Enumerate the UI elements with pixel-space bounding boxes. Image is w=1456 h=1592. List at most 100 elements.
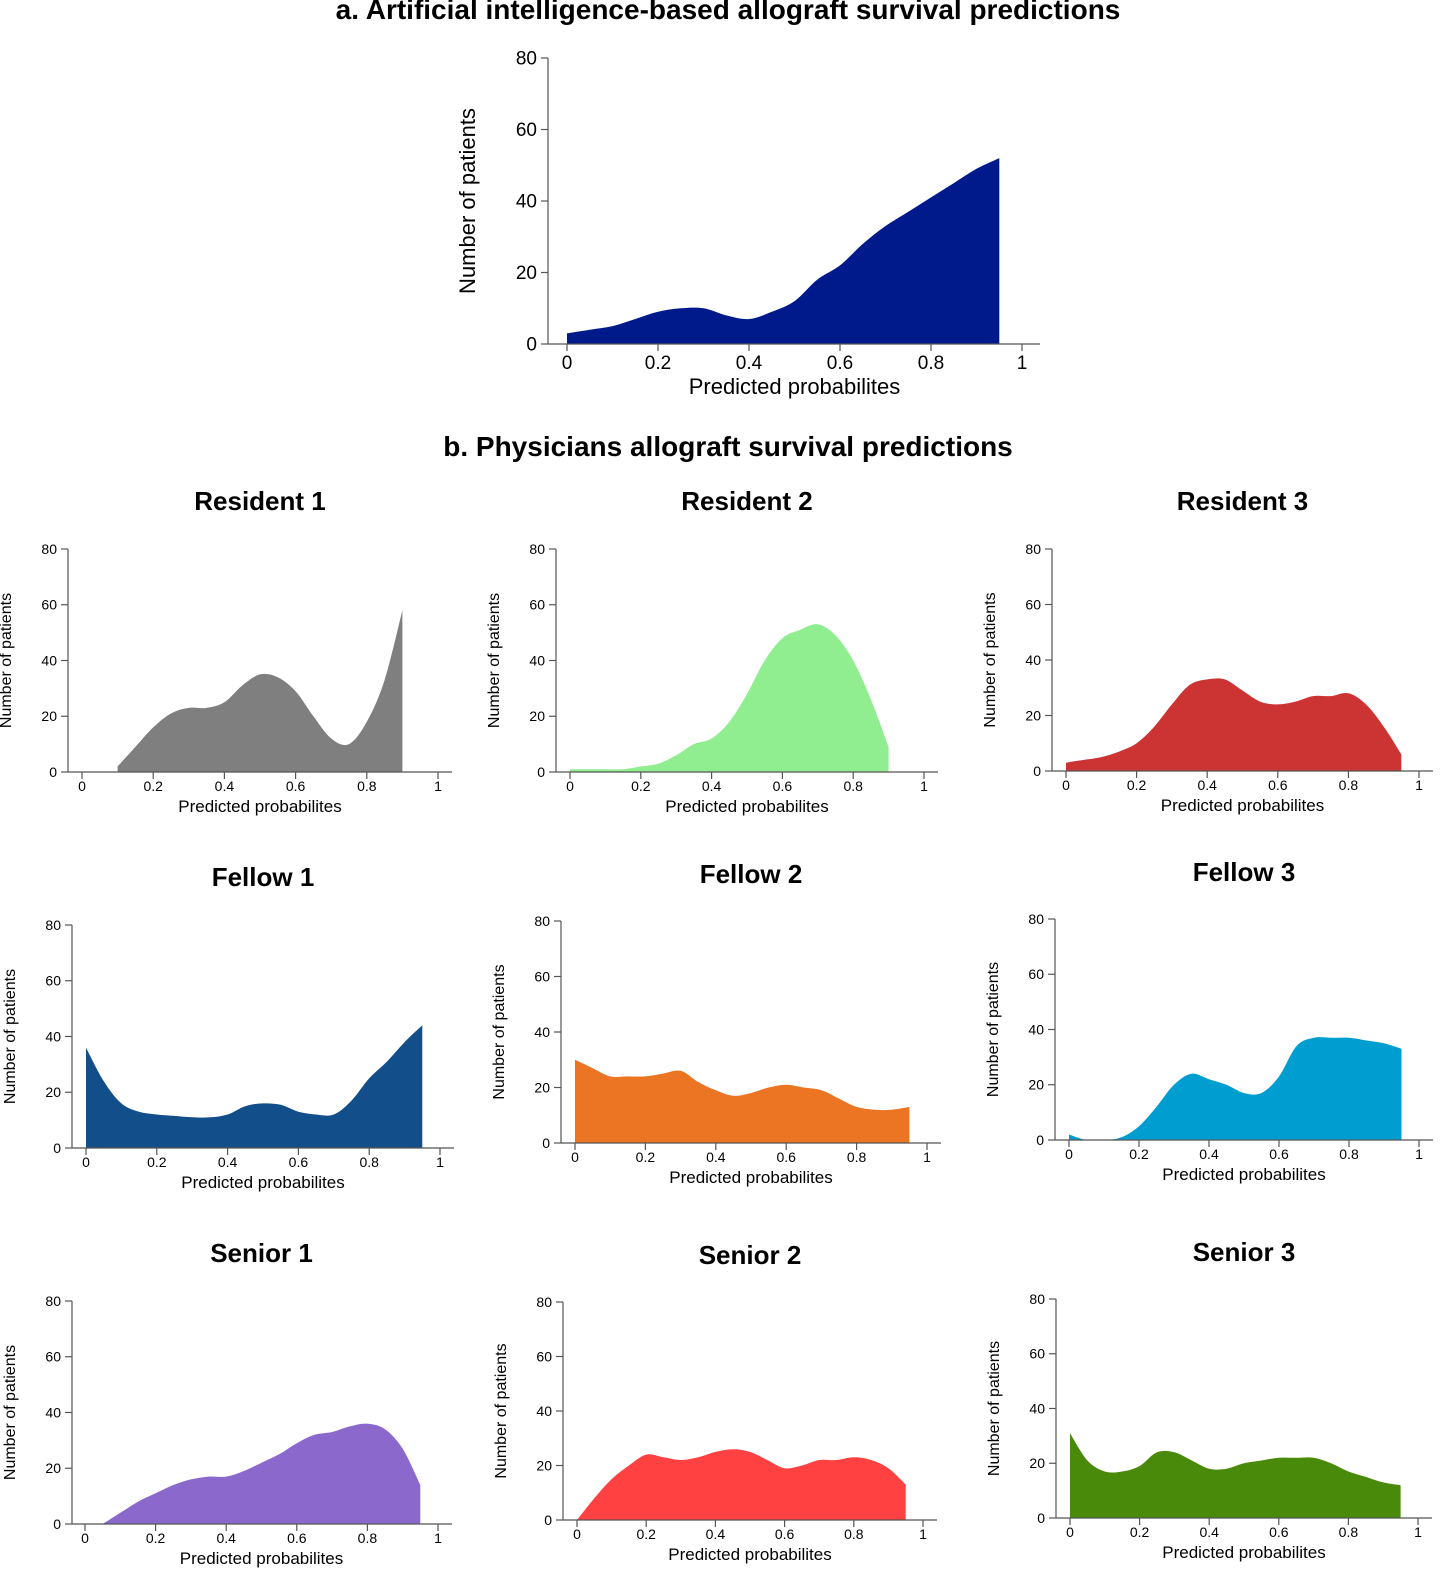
x-tick-label: 0.8	[1339, 777, 1359, 793]
x-tick-label: 0.4	[1199, 1524, 1219, 1540]
chart-ai: 0 20 40 60 80 0 0.2 0.4 0.6 0.8 1 Predicted probabi…	[455, 49, 1040, 399]
x-tick-label: 0.6	[287, 1530, 307, 1546]
x-axis-label: Predicted probabilites	[181, 1173, 344, 1192]
y-tick-label: 80	[1028, 911, 1044, 927]
x-tick-label: 0.2	[1130, 1524, 1150, 1540]
x-tick-label: 1	[919, 1526, 927, 1542]
x-tick-label: 0.6	[827, 353, 853, 374]
y-axis-label: Number of patients	[0, 593, 15, 728]
y-tick-label: 20	[529, 708, 545, 724]
x-tick-label: 0.2	[631, 778, 651, 794]
y-tick-label: 0	[53, 1140, 61, 1156]
panel-title: Fellow 1	[212, 862, 315, 892]
y-tick-label: 40	[536, 1403, 552, 1419]
x-tick-label: 0.6	[289, 1154, 309, 1170]
y-tick-label: 60	[41, 597, 57, 613]
y-tick-label: 60	[1029, 1346, 1045, 1362]
panel-title: Fellow 2	[700, 859, 803, 889]
y-tick-label: 40	[1025, 652, 1041, 668]
panel-title: Fellow 3	[1193, 857, 1296, 887]
x-tick-label: 0.4	[1199, 1146, 1219, 1162]
panel-title: Resident 3	[1177, 486, 1309, 516]
x-tick-label: 0	[78, 778, 86, 794]
y-axis-label: Number of patients	[2, 969, 19, 1104]
x-tick-label: 0.6	[1268, 777, 1288, 793]
panel-title: Resident 2	[681, 486, 813, 516]
y-tick-label: 80	[1025, 541, 1041, 557]
chart-resident-3: 0 20 40 60 80 0 0.2 0.4 0.6 0.8 1 Predicted probabi…	[982, 486, 1433, 815]
panel-title: Senior 2	[699, 1240, 802, 1270]
x-tick-label: 0.8	[918, 353, 944, 374]
chart-fellow-1: 0 20 40 60 80 0 0.2 0.4 0.6 0.8 1 Predicted probabi…	[2, 862, 454, 1192]
x-tick-label: 0	[82, 1154, 90, 1170]
y-tick-label: 60	[1028, 966, 1044, 982]
y-tick-label: 0	[526, 335, 537, 356]
x-tick-label: 0.4	[215, 778, 235, 794]
y-tick-label: 20	[45, 1460, 61, 1476]
x-tick-label: 0.4	[706, 1526, 726, 1542]
x-tick-label: 0.4	[706, 1149, 726, 1165]
y-axis-label: Number of patients	[455, 108, 480, 294]
x-axis-label: Predicted probabilites	[1162, 1543, 1325, 1562]
x-axis-label: Predicted probabilites	[665, 797, 828, 816]
section-b-title: b. Physicians allograft survival predict…	[443, 431, 1013, 462]
x-tick-label: 0.8	[843, 778, 863, 794]
x-tick-label: 0.6	[776, 1149, 796, 1165]
y-tick-label: 40	[1028, 1021, 1044, 1037]
y-tick-label: 40	[45, 1404, 61, 1420]
x-tick-label: 0.8	[357, 778, 377, 794]
y-tick-label: 20	[41, 708, 57, 724]
area-series	[1069, 1037, 1402, 1141]
y-tick-label: 60	[1025, 596, 1041, 612]
y-tick-label: 80	[1029, 1291, 1045, 1307]
y-tick-label: 60	[516, 120, 537, 141]
y-axis-label: Number of patients	[491, 964, 508, 1099]
y-tick-label: 80	[45, 917, 61, 933]
x-tick-label: 0.2	[636, 1526, 656, 1542]
panel-title: Senior 1	[210, 1238, 313, 1268]
x-axis-label: Predicted probabilites	[669, 1168, 832, 1187]
area-series	[117, 610, 403, 772]
y-tick-label: 40	[41, 652, 57, 668]
x-tick-label: 0.6	[1269, 1524, 1289, 1540]
x-tick-label: 1	[1415, 777, 1423, 793]
y-tick-label: 60	[536, 1348, 552, 1364]
y-tick-label: 60	[534, 968, 550, 984]
area-series	[1070, 1433, 1401, 1518]
x-tick-label: 1	[920, 778, 928, 794]
x-axis-label: Predicted probabilites	[1162, 1165, 1325, 1184]
y-tick-label: 60	[45, 1349, 61, 1365]
y-axis-label: Number of patients	[2, 1345, 19, 1480]
x-tick-label: 0.4	[702, 778, 722, 794]
y-tick-label: 80	[516, 49, 537, 70]
y-tick-label: 20	[1025, 707, 1041, 723]
x-tick-label: 1	[1415, 1146, 1423, 1162]
x-tick-label: 1	[436, 1154, 444, 1170]
y-tick-label: 0	[53, 1516, 61, 1532]
x-tick-label: 0.6	[286, 778, 306, 794]
x-tick-label: 0.2	[1129, 1146, 1149, 1162]
y-tick-label: 80	[536, 1294, 552, 1310]
chart-fellow-2: 0 20 40 60 80 0 0.2 0.4 0.6 0.8 1 Predicted probabi…	[491, 859, 941, 1187]
x-axis-label: Predicted probabilites	[689, 374, 901, 399]
y-tick-label: 0	[49, 764, 57, 780]
x-tick-label: 0.6	[773, 778, 793, 794]
y-axis-label: Number of patients	[985, 962, 1002, 1097]
x-tick-label: 0.2	[146, 1530, 166, 1546]
y-tick-label: 20	[534, 1079, 550, 1095]
y-tick-label: 20	[1029, 1455, 1045, 1471]
chart-resident-1: 0 20 40 60 80 0 0.2 0.4 0.6 0.8 1 Predicted probabi…	[0, 486, 452, 816]
area-series	[567, 158, 1000, 344]
chart-senior-3: 0 20 40 60 80 0 0.2 0.4 0.6 0.8 1 Predicted probabi…	[986, 1237, 1432, 1562]
x-tick-label: 0.8	[1339, 1146, 1359, 1162]
y-tick-label: 20	[536, 1457, 552, 1473]
x-tick-label: 0	[573, 1526, 581, 1542]
x-tick-label: 0	[562, 353, 573, 374]
x-tick-label: 0	[566, 778, 574, 794]
x-tick-label: 0.4	[218, 1154, 238, 1170]
x-axis-label: Predicted probabilites	[668, 1545, 831, 1564]
x-axis-label: Predicted probabilites	[1161, 796, 1324, 815]
y-tick-label: 80	[41, 541, 57, 557]
chart-resident-2: 0 20 40 60 80 0 0.2 0.4 0.6 0.8 1 Predicted probabi…	[486, 486, 938, 816]
